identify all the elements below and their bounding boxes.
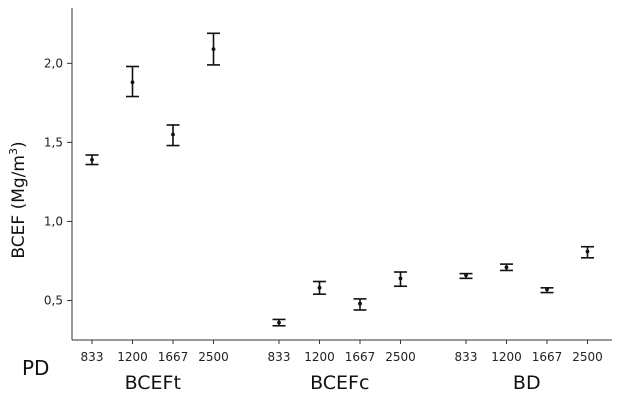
data-marks (85, 32, 594, 327)
x-tick-label: 1667 (345, 350, 376, 364)
pd-label: PD (22, 356, 49, 380)
x-tick-label: 1200 (117, 350, 148, 364)
mean-point (211, 47, 216, 52)
error-bar-bd-2500 (581, 245, 594, 259)
x-tick-label: 1200 (491, 350, 522, 364)
mean-point (171, 132, 175, 137)
error-bar-bcefc-833 (272, 318, 286, 327)
error-bar-bd-1200 (500, 263, 513, 272)
y-tick-label: 1,5 (44, 135, 63, 149)
mean-point (398, 276, 403, 281)
mean-point (545, 287, 549, 292)
x-tick-label: 833 (81, 350, 104, 364)
mean-point (464, 273, 468, 278)
mean-point (504, 265, 509, 270)
mean-point (130, 80, 135, 85)
x-tick-label: 2500 (385, 350, 416, 364)
error-bar-bceft-2500 (207, 32, 220, 66)
mean-point (317, 285, 322, 290)
x-tick-label: 833 (455, 350, 478, 364)
x-tick-label: 2500 (572, 350, 603, 364)
error-bar-bcefc-1667 (353, 298, 367, 311)
error-bar-bceft-1200 (126, 65, 139, 98)
y-axis-label-close: ) (9, 141, 29, 148)
mean-point (90, 157, 94, 162)
error-bar-bcefc-1200 (313, 280, 326, 295)
group-label-bceft: BCEFt (125, 372, 181, 394)
error-bar-bcefc-2500 (394, 271, 407, 288)
mean-point (277, 320, 281, 325)
y-tick-label: 1,0 (44, 214, 63, 228)
mean-point (585, 249, 590, 254)
y-tick-label: 0,5 (44, 293, 63, 307)
error-bar-bceft-833 (85, 154, 99, 166)
x-tick-label: 1667 (532, 350, 563, 364)
axes (71, 8, 612, 341)
error-bar-bd-1667 (540, 287, 554, 294)
mean-point (358, 301, 362, 306)
error-bar-bceft-1667 (166, 124, 180, 147)
y-tick-label: 2,0 (44, 56, 63, 70)
y-axis-label-sup: 3 (7, 148, 20, 155)
x-tick-labels: 833 1200 1667 2500 833 1200 1667 2500 833 1200 166… (81, 340, 603, 364)
group-labels: BCEFt BCEFc BD (125, 372, 541, 394)
y-ticks: 0,5 1,0 1,5 2,0 (44, 56, 72, 307)
group-label-bd: BD (513, 372, 541, 394)
y-axis-label: BCEF (Mg/m3) (7, 141, 29, 258)
y-axis-label-text: BCEF (Mg/m (9, 155, 29, 259)
x-tick-label: 2500 (198, 350, 229, 364)
x-tick-label: 1667 (158, 350, 189, 364)
x-tick-label: 1200 (304, 350, 335, 364)
group-label-bcefc: BCEFc (310, 372, 369, 394)
x-tick-label: 833 (268, 350, 291, 364)
error-bar-bd-833 (459, 272, 473, 280)
